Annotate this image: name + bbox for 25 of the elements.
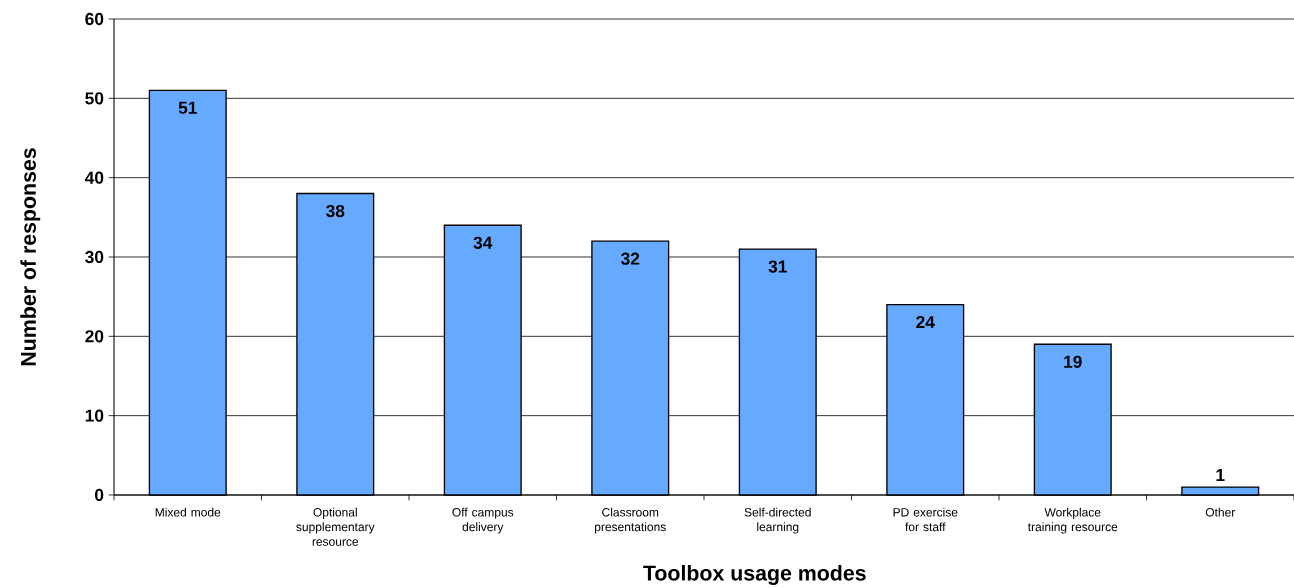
y-tick-label: 60 xyxy=(85,12,104,26)
x-tick-label: Mixed mode xyxy=(155,507,221,517)
x-tick-label: Self-directed learning xyxy=(744,507,811,534)
data-label: 34 xyxy=(473,236,493,249)
y-tick-label: 40 xyxy=(84,171,104,184)
y-tick-label: 0 xyxy=(95,488,104,502)
x-tick-label: Other xyxy=(1205,507,1236,517)
x-tick-label: PD exercise for staff xyxy=(893,507,958,532)
x-tick-label: Classroom presentations xyxy=(595,507,666,534)
data-label: 51 xyxy=(178,101,197,114)
data-label: 32 xyxy=(621,252,640,265)
x-tick-label: Workplace training resource xyxy=(1027,507,1118,534)
data-label: 1 xyxy=(1216,469,1225,482)
x-tick-label: Off campus delivery xyxy=(452,507,514,534)
y-axis-title: Number of responses xyxy=(20,148,41,366)
x-tick-label: Optional supplementary resource xyxy=(296,507,375,546)
y-tick-label: 10 xyxy=(85,409,104,422)
data-label: 24 xyxy=(916,315,935,329)
x-axis-title: Toolbox usage modes xyxy=(643,564,866,585)
data-label: 19 xyxy=(1064,355,1082,368)
y-tick-label: 50 xyxy=(85,92,104,105)
y-tick-label: 20 xyxy=(85,330,104,343)
data-label: 31 xyxy=(768,260,787,273)
data-label: 38 xyxy=(326,204,345,218)
y-tick-label: 30 xyxy=(85,250,104,264)
